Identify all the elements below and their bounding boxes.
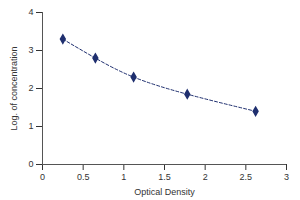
svg-text:1: 1 [121, 172, 126, 182]
svg-text:4: 4 [28, 7, 33, 17]
svg-text:3: 3 [28, 45, 33, 55]
svg-text:Log. of concentration: Log. of concentration [9, 46, 19, 130]
svg-text:1.5: 1.5 [158, 172, 171, 182]
svg-text:3: 3 [284, 172, 289, 182]
svg-text:1: 1 [28, 121, 33, 131]
svg-text:2: 2 [28, 83, 33, 93]
svg-text:2.5: 2.5 [240, 172, 253, 182]
svg-text:0: 0 [28, 159, 33, 169]
svg-text:0: 0 [40, 172, 45, 182]
svg-text:0.5: 0.5 [77, 172, 90, 182]
svg-text:Optical Density: Optical Density [134, 187, 195, 197]
svg-text:2: 2 [203, 172, 208, 182]
